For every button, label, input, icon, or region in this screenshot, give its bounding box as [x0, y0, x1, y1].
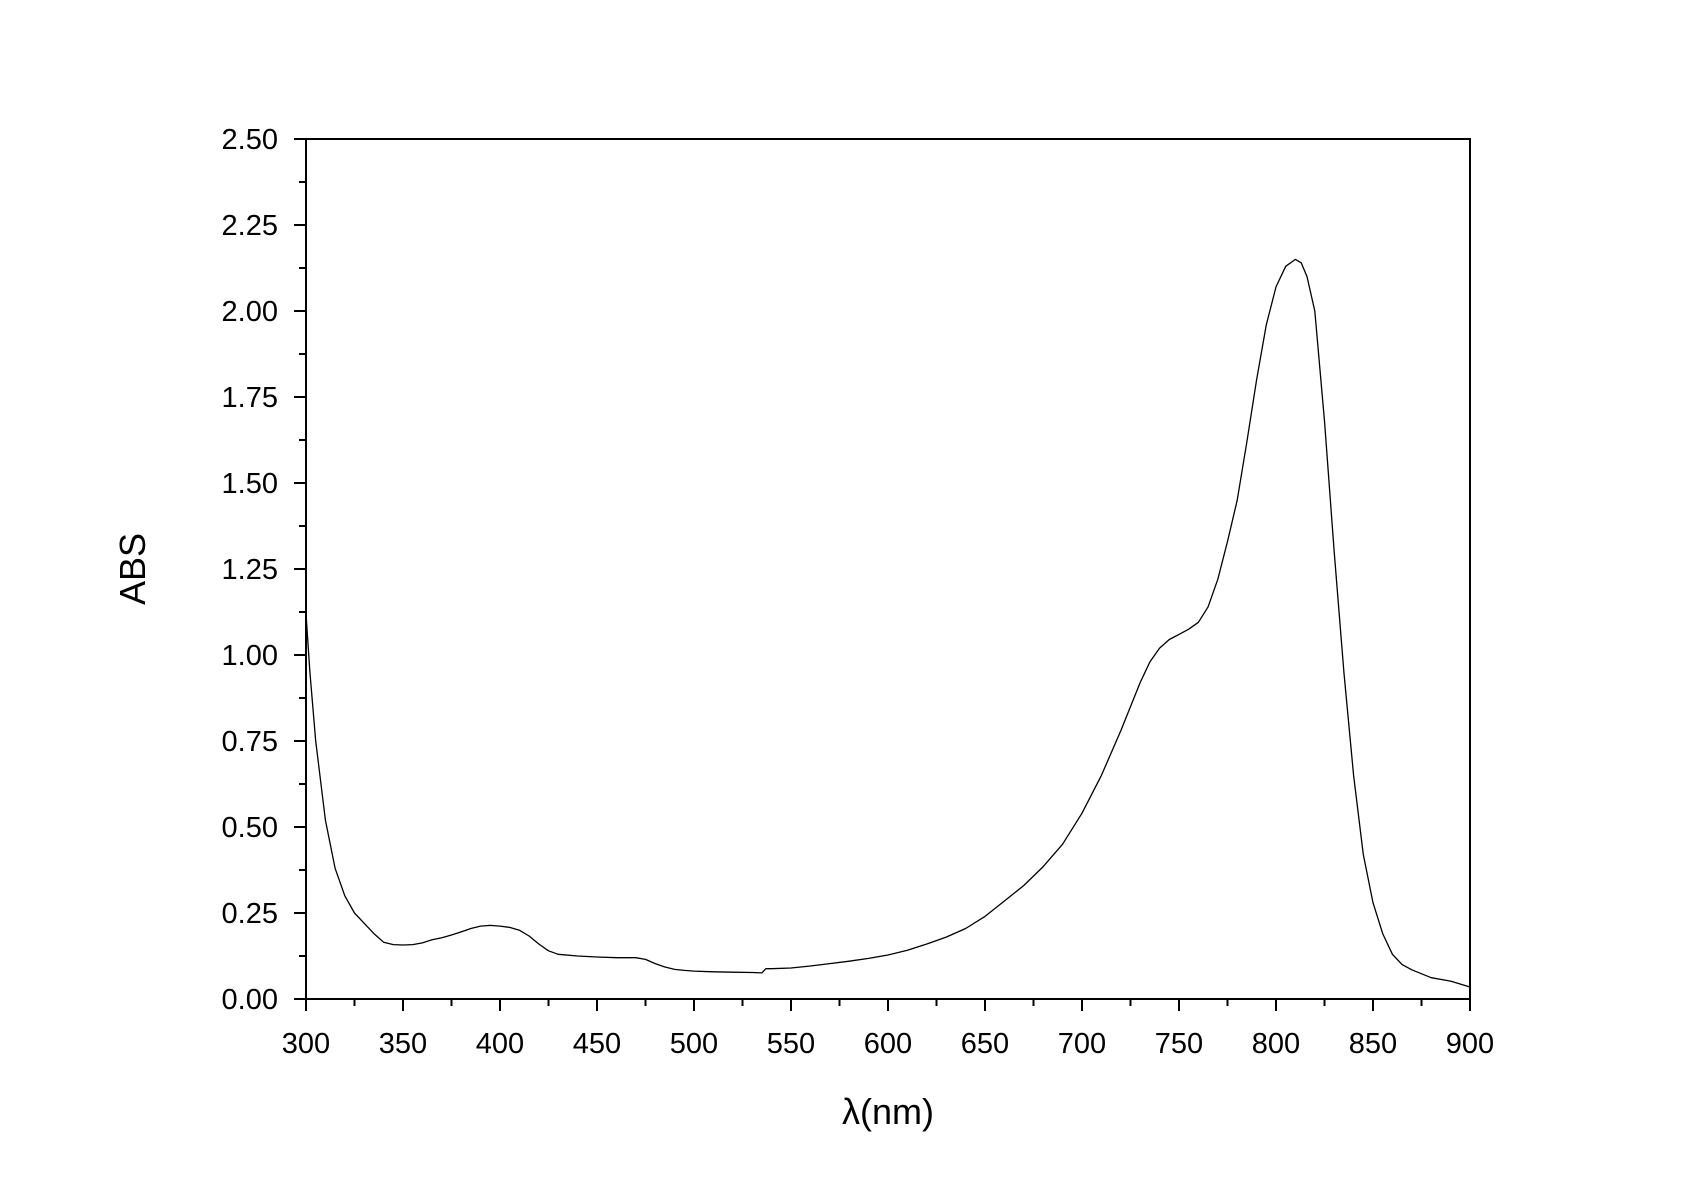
x-tick-label: 800 [1252, 1028, 1300, 1060]
x-axis-ticks: 300 350 400 450 500 550 600 650 700 750 800 850 900 [282, 999, 1494, 1060]
y-tick-label: 1.75 [222, 382, 278, 414]
y-axis-ticks: 0.00 0.25 0.50 0.75 1.00 1.25 1.50 1.75 2.00 2.25… [222, 124, 306, 1016]
absorbance-series-line [305, 258, 1471, 988]
x-tick-label: 400 [476, 1028, 524, 1060]
x-axis-title: λ(nm) [842, 1091, 934, 1132]
y-tick-label: 0.25 [222, 898, 278, 930]
x-tick-label: 850 [1349, 1028, 1397, 1060]
y-tick-label: 0.75 [222, 726, 278, 758]
x-tick-label: 900 [1446, 1028, 1494, 1060]
x-tick-label: 750 [1155, 1028, 1203, 1060]
x-tick-label: 600 [864, 1028, 912, 1060]
x-tick-label: 500 [670, 1028, 718, 1060]
y-tick-label: 2.50 [222, 124, 278, 156]
y-tick-label: 2.25 [222, 210, 278, 242]
x-tick-label: 350 [379, 1028, 427, 1060]
y-tick-label: 2.00 [222, 296, 278, 328]
x-tick-label: 650 [961, 1028, 1009, 1060]
y-tick-label: 0.50 [222, 812, 278, 844]
y-tick-label: 1.25 [222, 554, 278, 586]
x-tick-label: 450 [573, 1028, 621, 1060]
x-tick-label: 550 [767, 1028, 815, 1060]
plot-area-frame [305, 138, 1471, 1000]
y-tick-label: 1.00 [222, 640, 278, 672]
y-tick-label: 1.50 [222, 468, 278, 500]
y-axis-title: ABS [112, 533, 153, 605]
y-tick-label: 0.00 [222, 984, 278, 1016]
x-tick-label: 700 [1058, 1028, 1106, 1060]
x-tick-label: 300 [282, 1028, 330, 1060]
